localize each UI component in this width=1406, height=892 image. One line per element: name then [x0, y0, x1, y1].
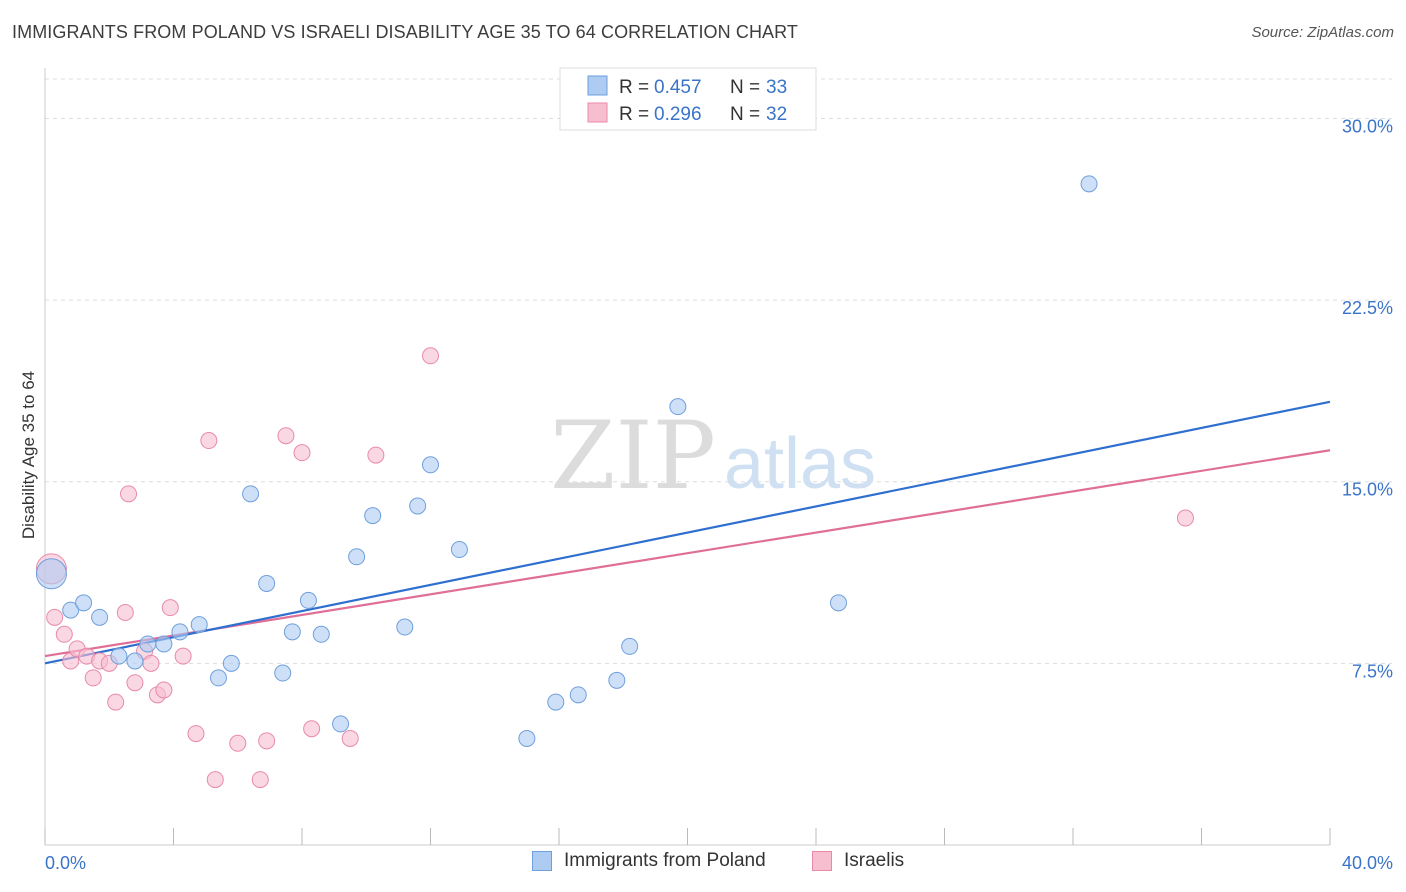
- point-poland-13: [258, 574, 276, 592]
- legend-label-israelis: Israelis: [844, 850, 905, 871]
- point-poland-6: [139, 635, 157, 653]
- point-poland-5: [126, 652, 144, 670]
- point-israelis-21: [206, 771, 224, 789]
- point-israelis-16: [155, 681, 173, 699]
- point-israelis-26: [293, 444, 311, 462]
- x-tick-label-min: 0.0%: [45, 853, 86, 873]
- legend-n-label-israelis: N =: [730, 104, 760, 125]
- watermark-atlas-text: atlas: [724, 424, 876, 504]
- point-poland-10: [209, 669, 227, 687]
- watermark-zip-text: ZIP: [550, 402, 716, 511]
- legend-swatch-bottom-poland: [532, 851, 552, 871]
- point-poland-25: [518, 729, 536, 747]
- bottom-legend: Immigrants from Poland Israelis: [0, 850, 1406, 878]
- tick-label-layer: 7.5% 15.0% 22.5% 30.0% 0.0% 40.0%: [45, 116, 1393, 873]
- point-poland-2: [75, 594, 93, 612]
- chart-source: Source: ZipAtlas.com: [1251, 24, 1394, 41]
- top-legend: R = 0.457 N = 33 R = 0.296 N = 32: [559, 67, 817, 131]
- point-poland-1: [62, 601, 80, 619]
- point-poland-16: [299, 591, 317, 609]
- point-poland-18: [332, 715, 350, 733]
- point-poland-21: [396, 618, 414, 636]
- trend-line-poland: [44, 400, 1331, 665]
- point-poland-26: [547, 693, 565, 711]
- point-israelis-10: [116, 604, 134, 621]
- axes-layer: [44, 68, 1331, 846]
- point-poland-30: [669, 398, 687, 416]
- legend-r-value-poland: 0.457: [654, 77, 702, 98]
- point-poland-23: [422, 456, 439, 474]
- point-poland-19: [348, 548, 366, 566]
- y-tick-label-2: 22.5%: [1342, 298, 1393, 318]
- y-tick-label-3: 30.0%: [1342, 116, 1393, 136]
- points-layer: [35, 175, 1194, 789]
- point-poland-28: [608, 671, 626, 689]
- legend-swatch-israelis: [587, 102, 608, 123]
- point-poland-4: [110, 647, 128, 665]
- point-poland-31: [829, 594, 847, 612]
- legend-n-value-poland: 33: [766, 77, 787, 98]
- point-israelis-30: [422, 347, 439, 365]
- point-poland-24: [450, 541, 468, 559]
- point-israelis-1: [46, 608, 64, 626]
- point-poland-8: [171, 623, 189, 641]
- point-israelis-24: [258, 732, 276, 750]
- legend-n-value-israelis: 32: [766, 104, 787, 125]
- legend-r-label-poland: R =: [619, 77, 649, 98]
- legend-r-label-israelis: R =: [619, 104, 649, 125]
- legend-n-label-poland: N =: [730, 77, 760, 98]
- point-poland-20: [364, 507, 382, 525]
- point-poland-7: [155, 635, 173, 653]
- point-israelis-27: [303, 720, 321, 738]
- legend-r-value-israelis: 0.296: [654, 104, 702, 125]
- point-israelis-29: [367, 446, 385, 464]
- point-israelis-6: [84, 669, 102, 687]
- point-israelis-25: [277, 427, 295, 445]
- point-israelis-23: [251, 771, 269, 789]
- y-axis-label: Disability Age 35 to 64: [19, 371, 38, 539]
- trend-layer: [44, 400, 1331, 665]
- legend-item-poland: Immigrants from Poland: [532, 850, 766, 872]
- point-israelis-12: [126, 674, 144, 692]
- point-israelis-22: [229, 734, 247, 752]
- y-tick-label-0: 7.5%: [1352, 661, 1393, 681]
- chart-title: IMMIGRANTS FROM POLAND VS ISRAELI DISABI…: [12, 22, 799, 42]
- legend-label-poland: Immigrants from Poland: [564, 850, 766, 871]
- point-israelis-11: [120, 485, 138, 503]
- point-poland-9: [190, 616, 208, 634]
- point-israelis-28: [341, 729, 359, 747]
- watermark: ZIP atlas: [550, 402, 876, 511]
- point-poland-14: [274, 664, 292, 682]
- point-poland-12: [242, 485, 260, 503]
- legend-swatch-poland: [587, 75, 608, 96]
- y-tick-label-1: 15.0%: [1342, 480, 1393, 500]
- point-poland-3: [91, 608, 109, 626]
- point-israelis-2: [55, 625, 73, 643]
- legend-swatch-bottom-israelis: [812, 851, 832, 871]
- point-poland-29: [621, 637, 639, 655]
- point-poland-0: [35, 558, 67, 590]
- grid-layer: [45, 78, 1392, 664]
- trend-line-israelis: [44, 449, 1331, 658]
- point-poland-22: [409, 497, 427, 515]
- point-poland-27: [569, 686, 587, 704]
- point-israelis-20: [200, 432, 218, 450]
- point-poland-17: [312, 625, 330, 643]
- x-tick-label-max: 40.0%: [1342, 853, 1393, 873]
- point-israelis-17: [161, 599, 179, 617]
- point-israelis-14: [142, 654, 160, 672]
- point-poland-15: [283, 623, 301, 641]
- legend-item-israelis: Israelis: [812, 850, 904, 872]
- point-israelis-18: [174, 647, 192, 665]
- point-poland-11: [222, 654, 240, 672]
- point-poland-32: [1080, 175, 1098, 193]
- point-israelis-31: [1176, 509, 1194, 527]
- point-israelis-9: [107, 693, 125, 711]
- point-israelis-19: [187, 725, 205, 743]
